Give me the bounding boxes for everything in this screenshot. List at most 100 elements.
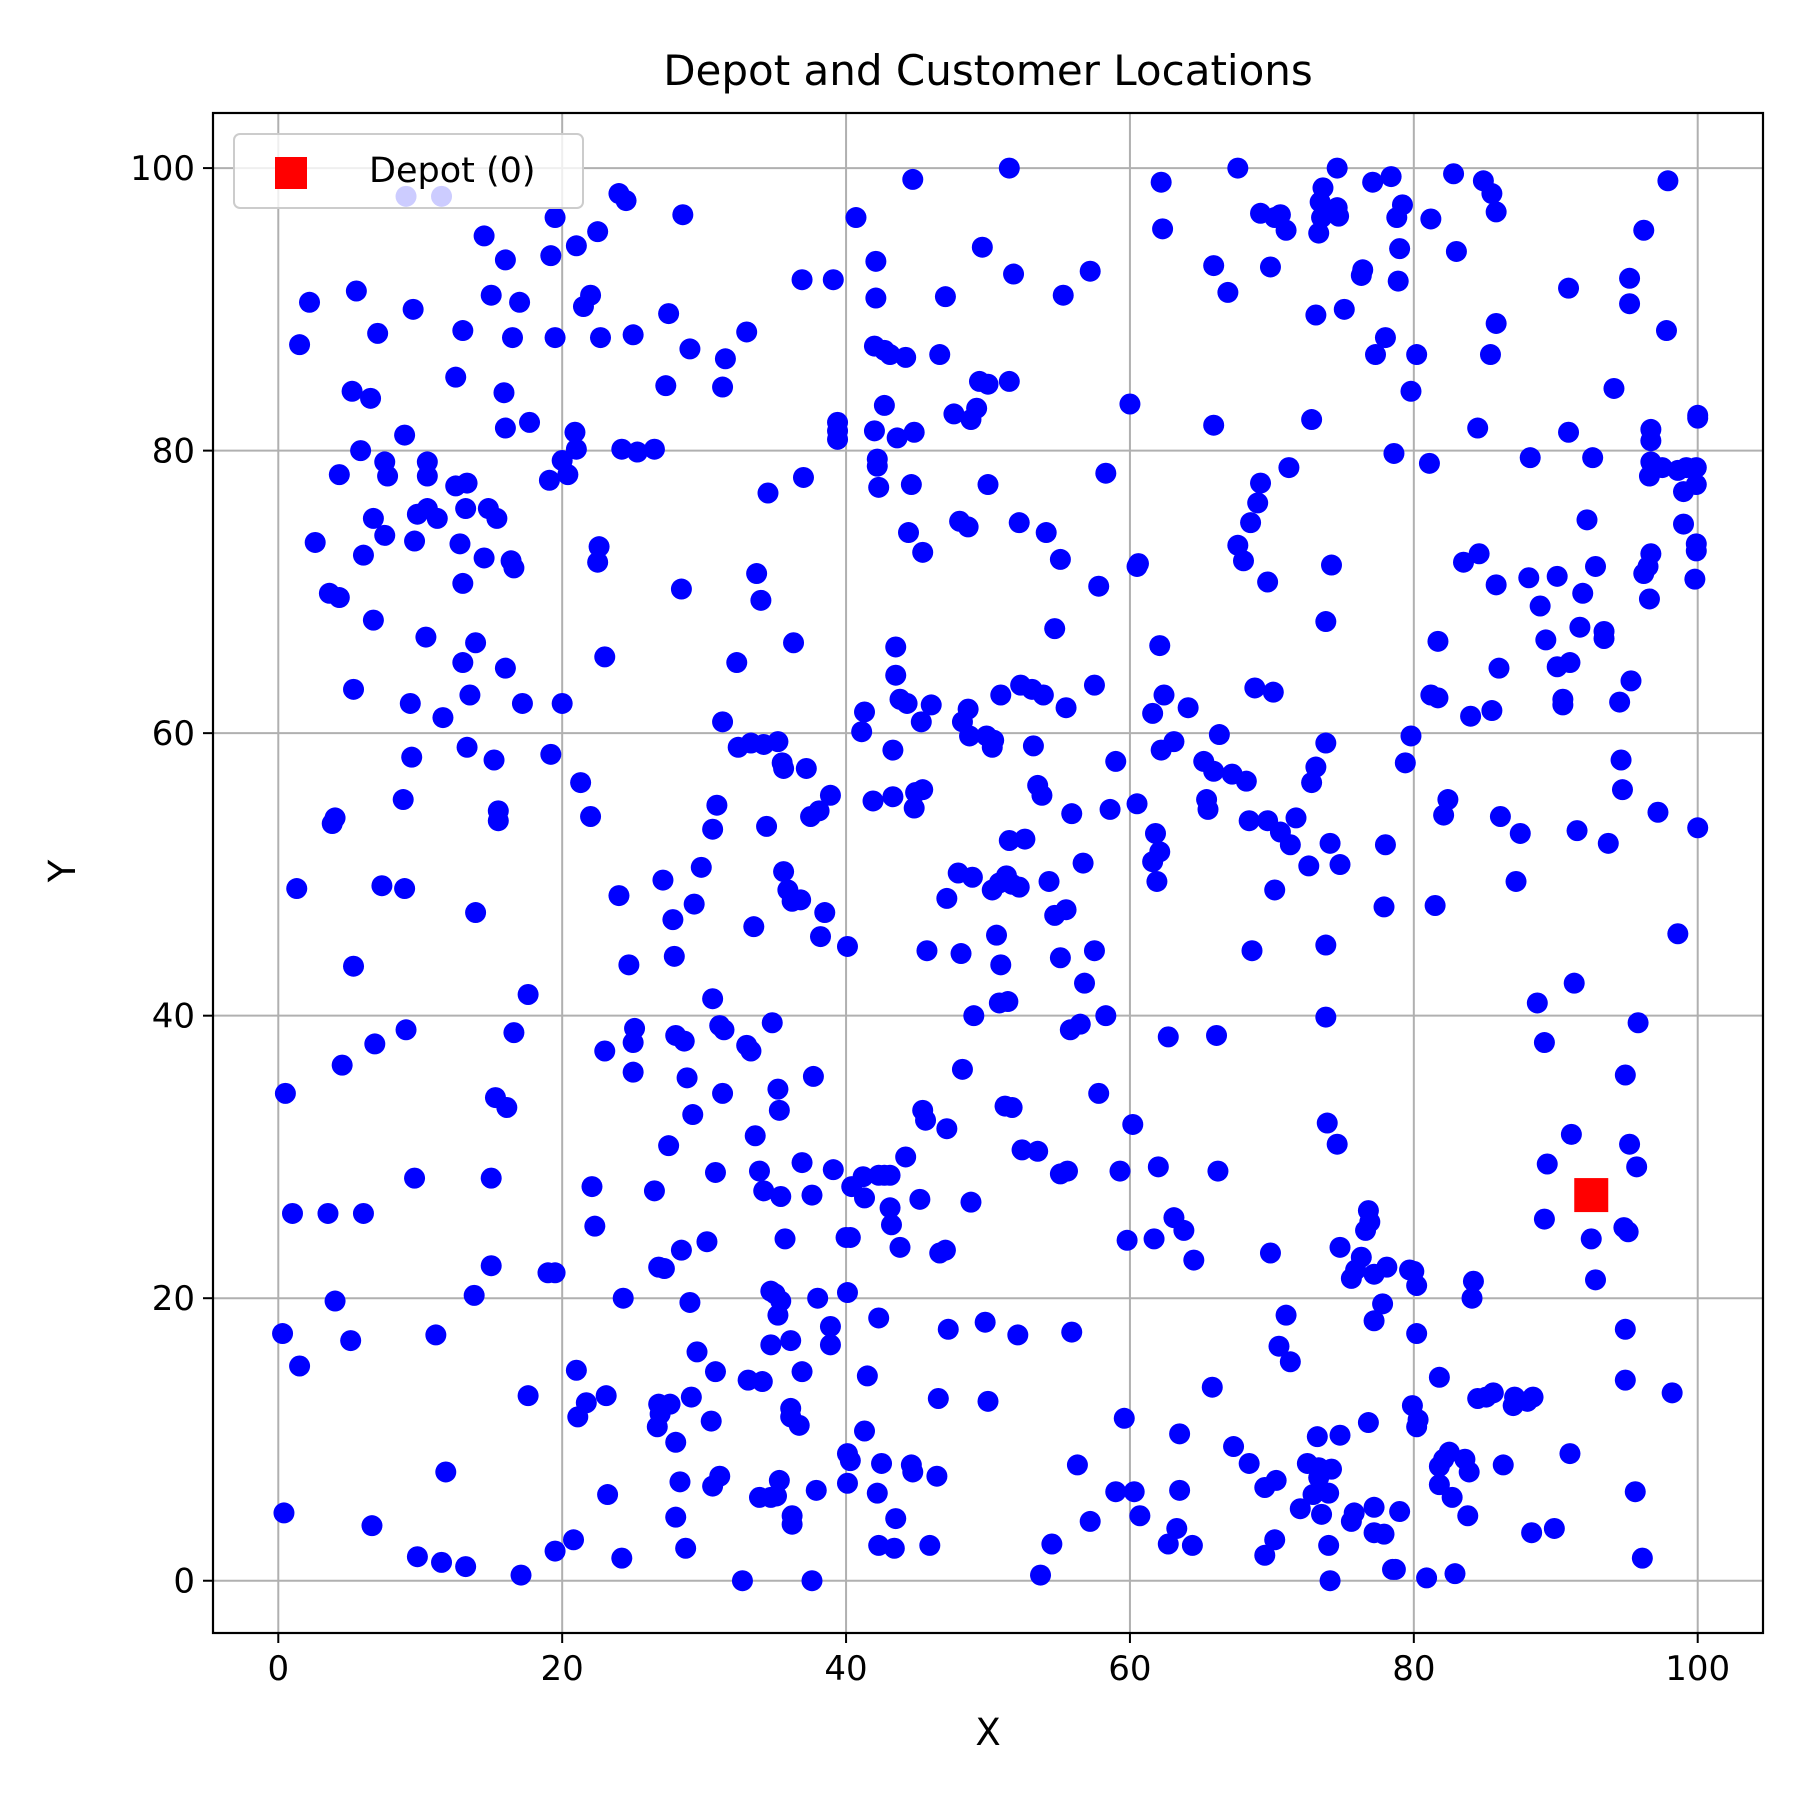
plot-frame: [211, 111, 1765, 1635]
customer-point: [517, 983, 539, 1005]
customer-point: [455, 1556, 477, 1578]
customer-point: [1624, 1481, 1646, 1503]
customer-point: [540, 743, 562, 765]
customer-point: [435, 1461, 457, 1483]
customer-point: [426, 507, 448, 529]
customer-point: [1492, 1454, 1514, 1476]
customer-point: [1279, 1351, 1301, 1373]
customer-point: [1177, 697, 1199, 719]
customer-point: [1238, 1452, 1260, 1474]
customer-point: [854, 701, 876, 723]
customer-point: [1197, 798, 1219, 820]
customer-point: [1559, 652, 1581, 674]
customer-point: [1319, 832, 1341, 854]
customer-point: [712, 1082, 734, 1104]
customer-point: [1315, 934, 1337, 956]
customer-point: [879, 1197, 901, 1219]
customer-point: [1685, 540, 1707, 562]
customer-point: [1105, 750, 1127, 772]
customer-point: [690, 856, 712, 878]
customer-point: [1428, 1366, 1450, 1388]
y-tick-label: 60: [152, 714, 195, 754]
customer-point: [790, 889, 812, 911]
customer-point: [1400, 380, 1422, 402]
customer-point: [1285, 807, 1307, 829]
depot-marker: [1574, 1178, 1609, 1213]
customer-point: [1329, 1424, 1351, 1446]
customer-point: [1614, 1064, 1636, 1086]
customer-point: [1443, 163, 1465, 185]
customer-point: [977, 474, 999, 496]
customer-point: [865, 250, 887, 272]
chart-title: Depot and Customer Locations: [663, 46, 1313, 95]
customer-point: [519, 411, 541, 433]
customer-point: [902, 168, 924, 190]
customer-point: [929, 344, 951, 366]
customer-point: [1619, 293, 1641, 315]
customer-point: [1306, 1426, 1328, 1448]
customer-point: [1533, 1032, 1555, 1054]
customer-point: [1157, 1026, 1179, 1048]
customer-point: [1126, 793, 1148, 815]
customer-point: [588, 536, 610, 558]
customer-point: [1238, 810, 1260, 832]
customer-point: [377, 465, 399, 487]
customer-point: [781, 1513, 803, 1535]
customer-point: [1687, 817, 1709, 839]
customer-point: [801, 1570, 823, 1592]
customer-point: [712, 711, 734, 733]
customer-point: [1387, 270, 1409, 292]
customer-point: [1143, 1228, 1165, 1250]
customer-point: [1350, 264, 1372, 286]
customer-point: [646, 1416, 668, 1438]
customer-point: [1049, 548, 1071, 570]
customer-point: [452, 652, 474, 674]
customer-point: [611, 1547, 633, 1569]
customer-point: [895, 346, 917, 368]
customer-point: [845, 207, 867, 229]
customer-point: [1166, 1517, 1188, 1539]
customer-point: [1362, 171, 1384, 193]
x-axis-label: X: [975, 1711, 1000, 1754]
customer-point: [1479, 344, 1501, 366]
customer-point: [896, 692, 918, 714]
customer-point: [675, 1537, 697, 1559]
customer-point: [544, 207, 566, 229]
customer-point: [1363, 1310, 1385, 1332]
customer-point: [665, 1506, 687, 1528]
customer-point: [990, 954, 1012, 976]
customer-point: [1147, 1156, 1169, 1178]
customer-point: [1329, 854, 1351, 876]
customer-point: [565, 438, 587, 460]
customer-point: [324, 1290, 346, 1312]
customer-point: [1055, 899, 1077, 921]
customer-point: [686, 1341, 708, 1363]
customer-point: [643, 1180, 665, 1202]
customer-point: [712, 376, 734, 398]
depot-marker-layer: [1574, 1178, 1609, 1213]
customer-point: [1359, 1211, 1381, 1233]
customer-point: [1687, 404, 1709, 426]
customer-point: [767, 731, 789, 753]
customer-point: [957, 698, 979, 720]
customer-point: [879, 1164, 901, 1186]
customer-point: [281, 1202, 303, 1224]
customer-point: [1163, 731, 1185, 753]
customer-point: [496, 1096, 518, 1118]
customer-point: [1095, 1005, 1117, 1027]
customer-point: [889, 1236, 911, 1258]
customer-point: [401, 746, 423, 768]
customer-point: [998, 830, 1020, 852]
customer-point: [726, 652, 748, 674]
customer-point: [851, 721, 873, 743]
customer-point: [624, 1017, 646, 1039]
customer-point: [1627, 1012, 1649, 1034]
customer-point: [957, 516, 979, 538]
customer-point: [714, 348, 736, 370]
customer-point: [1372, 1293, 1394, 1315]
customer-point: [1079, 260, 1101, 282]
customer-point: [1061, 803, 1083, 825]
customer-point: [1264, 1529, 1286, 1551]
customer-point: [510, 1564, 532, 1586]
customer-point: [1032, 684, 1054, 706]
